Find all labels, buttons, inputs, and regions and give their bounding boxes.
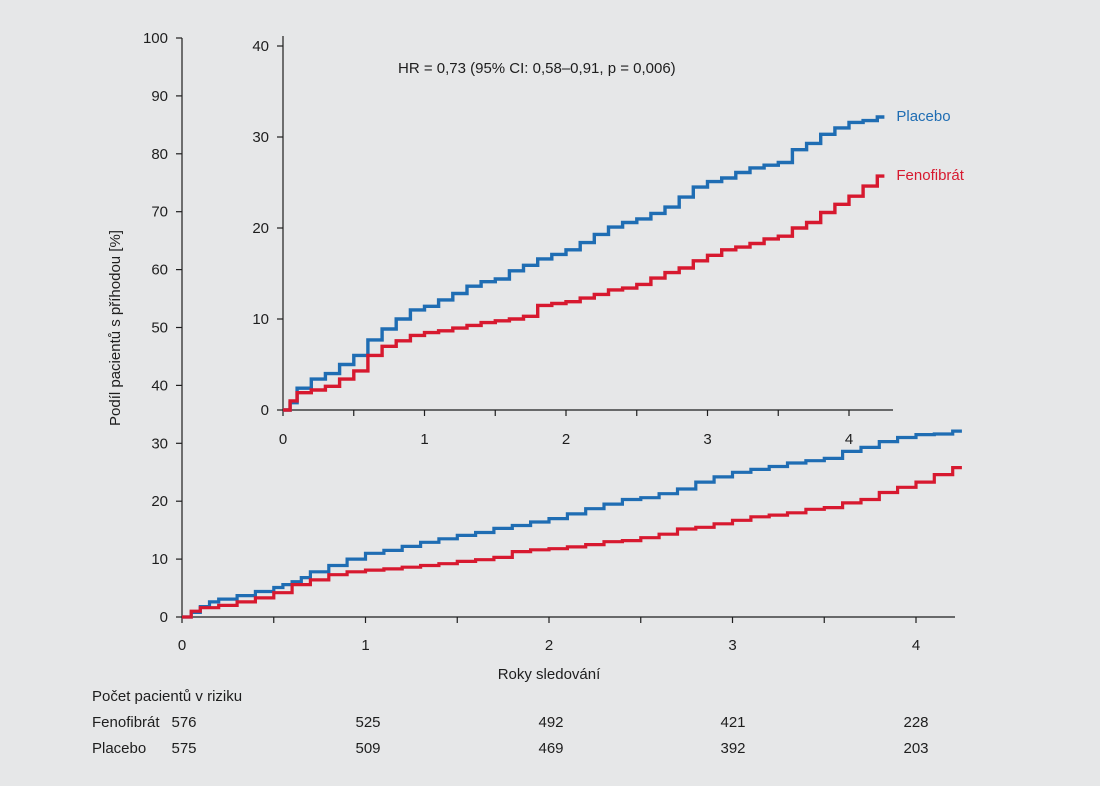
y-axis-title: Podíl pacientů s příhodou [%]: [107, 230, 124, 426]
x-tick-label: 3: [728, 637, 736, 654]
series-line-fenofibrate: [182, 466, 962, 619]
inset-y-tick-label: 10: [252, 311, 269, 328]
risk-cell: 469: [538, 740, 564, 757]
inset-y-tick-label: 0: [261, 402, 269, 419]
y-tick-label: 90: [151, 88, 168, 105]
hazard-ratio-annotation: HR = 0,73 (95% CI: 0,58–0,91, p = 0,006): [398, 60, 676, 77]
y-tick-label: 80: [151, 146, 168, 163]
y-tick-label: 60: [151, 262, 168, 279]
y-tick-label: 40: [151, 377, 168, 394]
risk-cell: 525: [355, 714, 381, 731]
y-tick-label: 30: [151, 435, 168, 452]
risk-cell: 509: [355, 740, 381, 757]
y-tick-label: 70: [151, 204, 168, 221]
inset-y-tick-label: 30: [252, 129, 269, 146]
risk-cell: 492: [538, 714, 564, 731]
series-label-fenofibrate: Fenofibrát: [896, 167, 964, 184]
inset-chart: 0 10 20 30 40 0 1 2 3 4 HR = 0,73 (95% CI: 0,58–0,…: [252, 36, 965, 448]
risk-cell: 392: [720, 740, 746, 757]
x-tick-label: 2: [545, 637, 553, 654]
inset-x-tick-label: 3: [703, 431, 711, 448]
risk-cell: 575: [171, 740, 197, 757]
inset-x-tick-label: 0: [279, 431, 287, 448]
y-tick-label: 100: [143, 30, 168, 47]
inset-y-tick-label: 40: [252, 38, 269, 55]
inset-series-line-placebo: [283, 115, 885, 412]
x-tick-label: 1: [361, 637, 369, 654]
risk-row-label-placebo: Placebo: [92, 740, 147, 757]
risk-cell: 421: [720, 714, 746, 731]
inset-x-tick-label: 2: [562, 431, 570, 448]
y-tick-label: 50: [151, 320, 168, 337]
inset-x-tick-label: 1: [420, 431, 428, 448]
y-tick-label: 0: [160, 609, 168, 626]
series-line-placebo: [182, 429, 962, 619]
inset-y-tick-label: 20: [252, 220, 269, 237]
inset-x-tick-label: 4: [845, 431, 853, 448]
risk-cell: 576: [171, 714, 197, 731]
x-tick-label: 4: [912, 637, 920, 654]
y-tick-label: 20: [151, 493, 168, 510]
x-tick-label: 0: [178, 637, 186, 654]
risk-cell: 203: [903, 740, 929, 757]
series-label-placebo: Placebo: [896, 108, 950, 125]
y-tick-label: 10: [151, 551, 168, 568]
inset-series-line-fenofibrate: [283, 174, 885, 412]
risk-table-title: Počet pacientů v riziku: [92, 688, 243, 705]
risk-cell: 228: [903, 714, 929, 731]
x-axis-title: Roky sledování: [498, 666, 601, 683]
risk-row-label-fenofibrate: Fenofibrát: [92, 714, 160, 731]
